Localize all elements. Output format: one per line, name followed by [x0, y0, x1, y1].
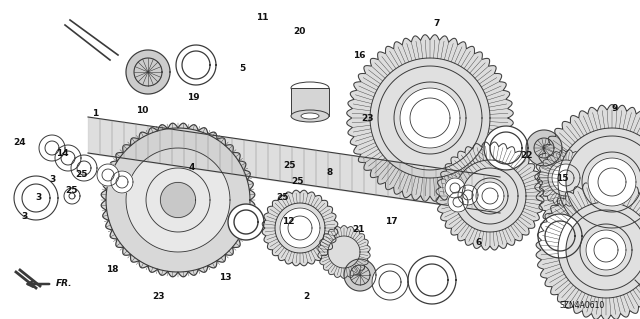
Polygon shape: [126, 148, 230, 252]
Text: 2: 2: [303, 292, 309, 301]
Text: 25: 25: [291, 177, 304, 186]
Text: 4: 4: [189, 163, 195, 172]
Polygon shape: [535, 105, 640, 259]
Text: 24: 24: [13, 138, 26, 147]
Polygon shape: [318, 226, 370, 278]
Text: 25: 25: [76, 170, 88, 179]
Polygon shape: [176, 45, 216, 85]
Text: 16: 16: [353, 51, 366, 60]
Text: 3: 3: [49, 175, 56, 184]
Text: FR.: FR.: [56, 279, 72, 288]
Polygon shape: [552, 164, 580, 192]
Text: 10: 10: [136, 106, 148, 115]
Polygon shape: [64, 188, 80, 204]
Polygon shape: [161, 182, 196, 218]
Text: 15: 15: [556, 174, 568, 183]
Text: 25: 25: [276, 193, 289, 202]
Text: 12: 12: [282, 217, 294, 226]
Text: 1: 1: [92, 109, 98, 118]
Polygon shape: [462, 168, 518, 224]
Text: 20: 20: [293, 27, 306, 36]
Text: 13: 13: [219, 273, 232, 282]
Polygon shape: [228, 204, 264, 240]
Polygon shape: [344, 259, 376, 291]
Ellipse shape: [291, 110, 329, 122]
Text: 25: 25: [65, 186, 78, 195]
Polygon shape: [538, 150, 594, 206]
Text: 5: 5: [239, 64, 245, 73]
Polygon shape: [458, 185, 478, 205]
Polygon shape: [586, 230, 626, 270]
Polygon shape: [262, 190, 338, 266]
Text: 18: 18: [106, 265, 118, 274]
Text: 7: 7: [433, 19, 440, 28]
Polygon shape: [280, 208, 320, 248]
Polygon shape: [408, 256, 456, 304]
Ellipse shape: [301, 113, 319, 119]
Text: 6: 6: [476, 238, 482, 247]
Polygon shape: [538, 214, 582, 258]
Polygon shape: [566, 136, 640, 228]
Polygon shape: [101, 123, 255, 277]
Ellipse shape: [291, 82, 329, 94]
Polygon shape: [445, 178, 465, 198]
Text: SZN4A0610: SZN4A0610: [560, 300, 605, 309]
Polygon shape: [526, 130, 562, 166]
Text: 21: 21: [352, 225, 365, 234]
Polygon shape: [97, 164, 119, 186]
Text: 23: 23: [152, 292, 165, 301]
Polygon shape: [126, 50, 170, 94]
Text: 11: 11: [256, 13, 269, 22]
Polygon shape: [412, 100, 448, 136]
Text: 3: 3: [21, 212, 28, 221]
Text: 14: 14: [56, 149, 69, 158]
Text: 19: 19: [187, 93, 200, 102]
Polygon shape: [588, 158, 636, 206]
Polygon shape: [436, 142, 544, 250]
Text: 9: 9: [611, 104, 618, 113]
Polygon shape: [400, 88, 460, 148]
Text: 25: 25: [283, 161, 296, 170]
Polygon shape: [347, 35, 513, 201]
Text: 3: 3: [35, 193, 42, 202]
Polygon shape: [372, 264, 408, 300]
Text: 17: 17: [385, 217, 398, 226]
Polygon shape: [39, 135, 65, 161]
Polygon shape: [566, 210, 640, 290]
Bar: [291, 88, 329, 116]
Text: 22: 22: [520, 151, 532, 160]
Polygon shape: [111, 171, 133, 193]
Polygon shape: [448, 192, 468, 212]
Polygon shape: [55, 145, 81, 171]
Polygon shape: [484, 126, 528, 170]
Polygon shape: [14, 176, 58, 220]
Polygon shape: [71, 155, 97, 181]
Text: 8: 8: [326, 168, 333, 177]
Text: 23: 23: [362, 114, 374, 122]
Polygon shape: [536, 180, 640, 319]
Polygon shape: [378, 66, 482, 170]
Polygon shape: [476, 182, 504, 210]
